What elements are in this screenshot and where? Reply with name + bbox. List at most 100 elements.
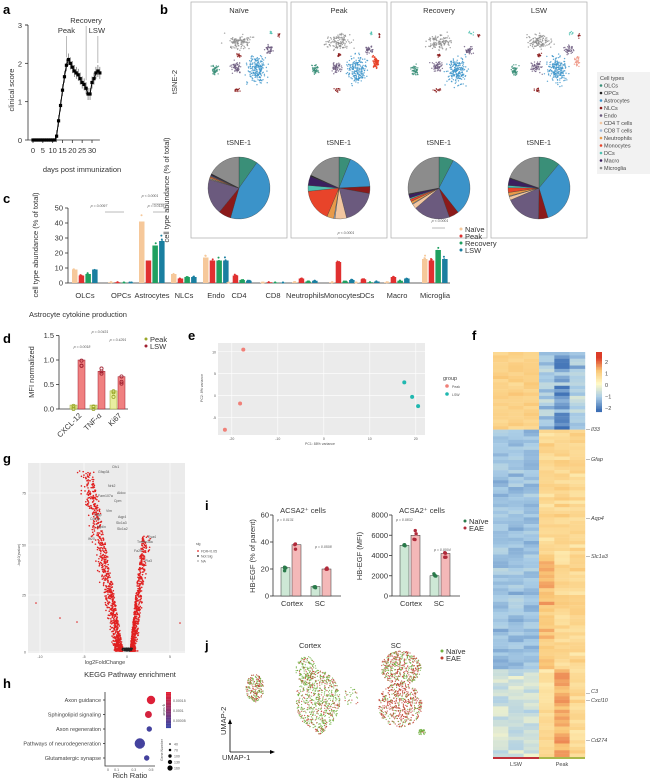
- pie-slice-endo: [415, 187, 450, 220]
- tsne-point: [231, 42, 234, 44]
- tsne-point: [247, 37, 249, 39]
- g-point-sig: [97, 517, 100, 520]
- a-axes: [25, 24, 100, 141]
- a-data-point: [37, 138, 41, 142]
- heatmap-cell: [493, 500, 509, 505]
- c-legend-swatch: [459, 248, 463, 252]
- heatmap-cell: [539, 736, 555, 741]
- heatmap-cell: [508, 402, 524, 407]
- heatmap-cell: [569, 368, 586, 373]
- tsne-point: [239, 43, 242, 45]
- g-point-sig: [107, 603, 110, 605]
- tsne-point: [434, 38, 436, 40]
- heatmap-cell: [569, 628, 586, 633]
- pie-slice-microglia: [407, 156, 440, 194]
- heatmap-cell: [523, 618, 540, 623]
- f-colorbar-segment: [596, 403, 602, 405]
- g-point-sig: [119, 638, 122, 640]
- heatmap-cell: [554, 439, 570, 444]
- g-point-sig: [137, 574, 140, 577]
- tsne-point: [355, 59, 357, 62]
- heatmap-cell: [523, 395, 540, 400]
- g-point-sig: [136, 638, 139, 641]
- tsne-point: [440, 65, 442, 67]
- tsne-point: [518, 65, 520, 67]
- c-bar-recovery: [152, 245, 158, 283]
- tsne-point: [251, 70, 253, 72]
- tsne-point: [312, 69, 314, 72]
- heatmap-cell: [493, 682, 509, 687]
- tsne-point: [425, 40, 427, 42]
- legend-item: OLCs: [604, 84, 618, 90]
- tsne-point: [411, 70, 413, 72]
- tsne-point: [441, 46, 443, 48]
- c-category-label: Macro: [387, 291, 408, 300]
- tsne-point: [341, 43, 344, 46]
- tsne-point: [568, 45, 570, 47]
- tsne-point: [259, 68, 261, 70]
- g-point-sig: [94, 490, 97, 493]
- heatmap-cell: [508, 750, 524, 754]
- tsne-point: [577, 59, 580, 61]
- heatmap-cell: [569, 422, 586, 427]
- heatmap-cell: [493, 719, 509, 724]
- tsne-point: [215, 66, 218, 69]
- tsne-point: [364, 77, 366, 79]
- c-category-label: CD8: [265, 291, 280, 300]
- tsne-point: [214, 68, 216, 70]
- tsne-point: [436, 88, 438, 91]
- heatmap-cell: [493, 723, 509, 727]
- g-ytick-label: 25: [22, 594, 26, 598]
- tsne-point: [348, 40, 350, 43]
- tsne-point: [261, 63, 263, 65]
- heatmap-cell: [554, 449, 570, 454]
- g-point-sig: [140, 600, 142, 603]
- g-point-sig: [141, 579, 144, 581]
- heatmap-cell: [539, 676, 555, 680]
- tsne-point: [340, 68, 343, 71]
- heatmap-cell: [554, 608, 570, 613]
- tsne-point: [564, 64, 566, 66]
- legend-item: Astrocytes: [604, 99, 630, 105]
- tsne-point: [453, 61, 455, 63]
- tsne-point: [416, 71, 418, 74]
- g-point-sig: [91, 478, 93, 481]
- tsne-point: [246, 81, 248, 83]
- heatmap-cell: [493, 608, 509, 613]
- heatmap-cell: [569, 399, 586, 403]
- d-p-value: p = 0.0431: [91, 330, 109, 334]
- tsne-point: [259, 61, 262, 63]
- heatmap-cell: [493, 487, 509, 491]
- tsne-point: [512, 74, 515, 76]
- tsne-point: [563, 79, 565, 82]
- heatmap-cell: [569, 672, 586, 677]
- g-point-sig: [98, 547, 100, 549]
- tsne-point: [344, 44, 346, 46]
- tsne-point: [539, 55, 542, 57]
- g-point-sig: [85, 477, 87, 480]
- heatmap-cell: [523, 649, 540, 653]
- g-point-sig: [143, 535, 145, 538]
- g-point-sig: [94, 505, 97, 508]
- heatmap-cell: [508, 689, 524, 694]
- tsne-point: [373, 62, 376, 65]
- g-point-sig: [102, 584, 105, 587]
- tsne-point: [441, 64, 443, 66]
- d-title: Astrocyte cytokine production: [29, 310, 127, 319]
- tsne-point: [468, 53, 471, 55]
- tsne-point: [378, 35, 381, 38]
- heatmap-cell: [523, 460, 540, 464]
- tsne-point: [433, 39, 435, 41]
- c-data-point: [392, 275, 395, 278]
- c-data-point: [154, 245, 157, 248]
- heatmap-cell: [508, 358, 524, 363]
- heatmap-cell: [554, 750, 570, 754]
- tsne-point: [457, 80, 460, 82]
- e-point-peak: [241, 347, 246, 352]
- tsne-point: [445, 49, 447, 51]
- tsne-point: [249, 73, 251, 76]
- tsne-point: [364, 68, 366, 70]
- tsne-point: [351, 68, 353, 70]
- tsne-point: [428, 37, 431, 39]
- heatmap-cell: [523, 439, 540, 444]
